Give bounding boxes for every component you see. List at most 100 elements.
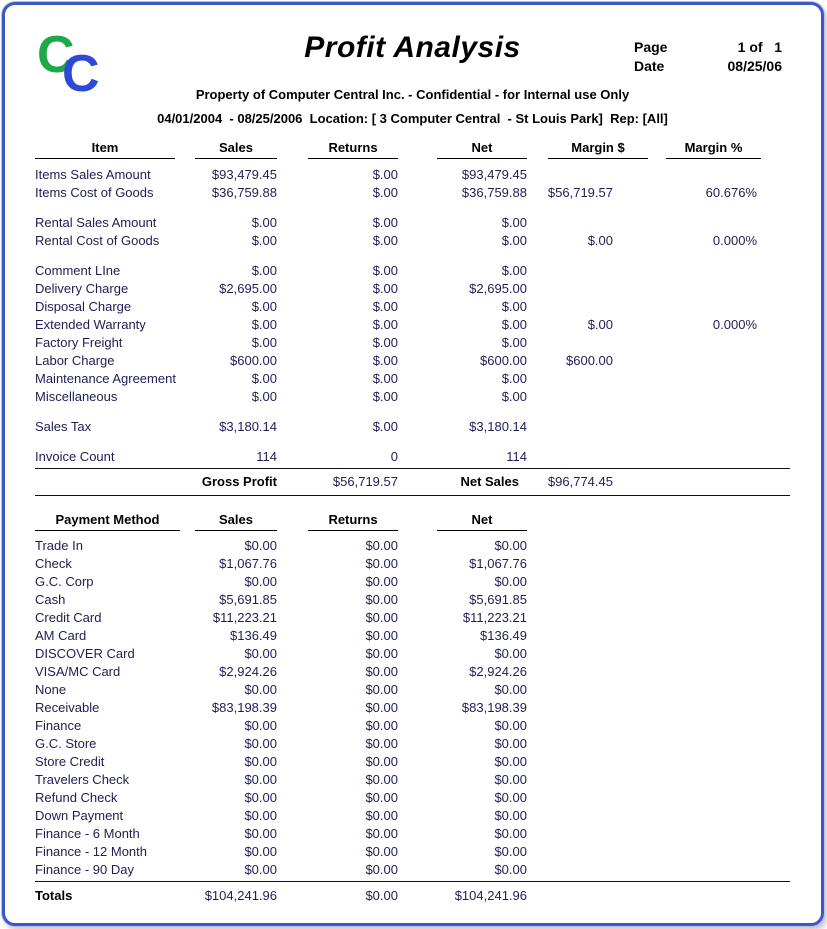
payment-table-row: Trade In $0.00 $0.00 $0.00 [35,537,790,555]
returns-value: $0.00 [365,790,398,805]
returns-value: $0.00 [365,700,398,715]
column-header-sales: Sales [195,512,277,531]
payment-table-row: Receivable $83,198.39 $0.00 $83,198.39 [35,699,790,717]
payment-method-label: Finance - 6 Month [35,826,140,841]
returns-value: $.00 [372,353,398,368]
column-header-margin-dollar: Margin $ [548,140,648,159]
net-value: $.00 [501,389,527,404]
column-header-margin-percent: Margin % [666,140,761,159]
payment-table-row: Store Credit $0.00 $0.00 $0.00 [35,753,790,771]
payment-section: Payment Method Sales Returns Net Trade I… [35,512,790,909]
margin-dollar-value [527,280,648,298]
net-value: $0.00 [494,736,527,751]
net-value: $3,180.14 [469,419,527,434]
returns-value: $0.00 [365,664,398,679]
profit-table-row: Labor Charge $600.00 $.00 $600.00 $600.00 [35,352,790,370]
divider-line [35,881,790,882]
returns-value: $.00 [372,371,398,386]
column-header-payment-method: Payment Method [35,512,180,531]
summary-spacer [648,469,761,495]
payment-table-row: VISA/MC Card $2,924.26 $0.00 $2,924.26 [35,663,790,681]
margin-percent-value: 60.676% [705,185,757,200]
margin-percent-value [648,370,761,388]
report-filters-line: 04/01/2004 - 08/25/2006 Location: [ 3 Co… [157,111,668,126]
sales-value: $0.00 [244,574,277,589]
net-value: $36,759.88 [461,185,527,200]
returns-value: $.00 [372,419,398,434]
confidential-line: Property of Computer Central Inc. - Conf… [195,87,630,102]
company-logo: C C [37,29,121,109]
row-spacer [35,202,790,214]
page-title: Profit Analysis [304,31,521,64]
sales-value: $0.00 [244,808,277,823]
item-label: Maintenance Agreement [35,371,176,386]
margin-percent-value [648,352,761,370]
divider-line [35,468,790,469]
column-header-returns: Returns [308,512,398,531]
returns-value: $0.00 [365,574,398,589]
returns-value: $.00 [372,335,398,350]
returns-value: $0.00 [365,538,398,553]
column-header-sales: Sales [195,140,277,159]
item-label: Invoice Count [35,449,115,464]
item-label: Extended Warranty [35,317,146,332]
net-value: $0.00 [494,718,527,733]
returns-value: $0.00 [365,754,398,769]
margin-percent-value: 0.000% [712,233,757,248]
returns-value: $0.00 [365,844,398,859]
profit-table-row: Invoice Count 114 0 114 [35,448,790,466]
net-value: $0.00 [494,826,527,841]
sales-value: $0.00 [244,718,277,733]
margin-dollar-value [527,370,648,388]
margin-dollar-value [527,166,648,184]
margin-percent-value [648,334,761,352]
logo-letter-c-green-icon: C [37,26,75,84]
net-value: $0.00 [494,538,527,553]
sales-value: $0.00 [244,538,277,553]
margin-dollar-value [527,418,648,436]
sales-value: $.00 [251,263,277,278]
sales-value: $1,067.76 [219,556,277,571]
returns-value: $.00 [372,317,398,332]
payment-method-label: Trade In [35,538,83,553]
net-value: $0.00 [494,772,527,787]
net-value: $.00 [501,299,527,314]
profit-table-row: Comment LIne $.00 $.00 $.00 [35,262,790,280]
net-value: $2,924.26 [469,664,527,679]
report-header: C C Profit Analysis Page 1 of 1 Date 08/… [35,5,790,100]
margin-percent-value [648,388,761,406]
column-header-net: Net [437,512,527,531]
sales-value: $3,180.14 [219,419,277,434]
profit-table-body: Items Sales Amount $93,479.45 $.00 $93,479.… [35,166,790,466]
net-value: $93,479.45 [461,167,527,182]
item-label: Disposal Charge [35,299,132,314]
margin-dollar-value: $56,719.57 [547,185,613,200]
item-label: Rental Sales Amount [35,215,157,230]
payment-table-row: Finance - 90 Day $0.00 $0.00 $0.00 [35,861,790,879]
payment-table-row: Finance $0.00 $0.00 $0.00 [35,717,790,735]
payment-table-body: Trade In $0.00 $0.00 $0.00 Check $1,067.76 $0.… [35,537,790,879]
margin-dollar-value [527,298,648,316]
payment-method-label: VISA/MC Card [35,664,121,679]
item-label: Miscellaneous [35,389,118,404]
returns-value: $0.00 [365,610,398,625]
payment-table-row: Check $1,067.76 $0.00 $1,067.76 [35,555,790,573]
sales-value: $83,198.39 [211,700,277,715]
date-label: Date [634,58,665,74]
sales-value: $2,924.26 [219,664,277,679]
sales-value: $36,759.88 [211,185,277,200]
sales-value: $.00 [251,299,277,314]
net-sales-label: Net Sales [460,474,519,489]
payment-method-label: Credit Card [35,610,102,625]
gross-profit-value: $56,719.57 [332,474,398,489]
sales-value: $.00 [251,335,277,350]
payment-method-label: G.C. Store [35,736,97,751]
sales-value: $136.49 [230,628,277,643]
sales-value: $0.00 [244,682,277,697]
payment-method-label: Travelers Check [35,772,130,787]
column-header-returns: Returns [308,140,398,159]
sales-value: $.00 [251,317,277,332]
item-label: Labor Charge [35,353,115,368]
sales-value: $.00 [251,371,277,386]
